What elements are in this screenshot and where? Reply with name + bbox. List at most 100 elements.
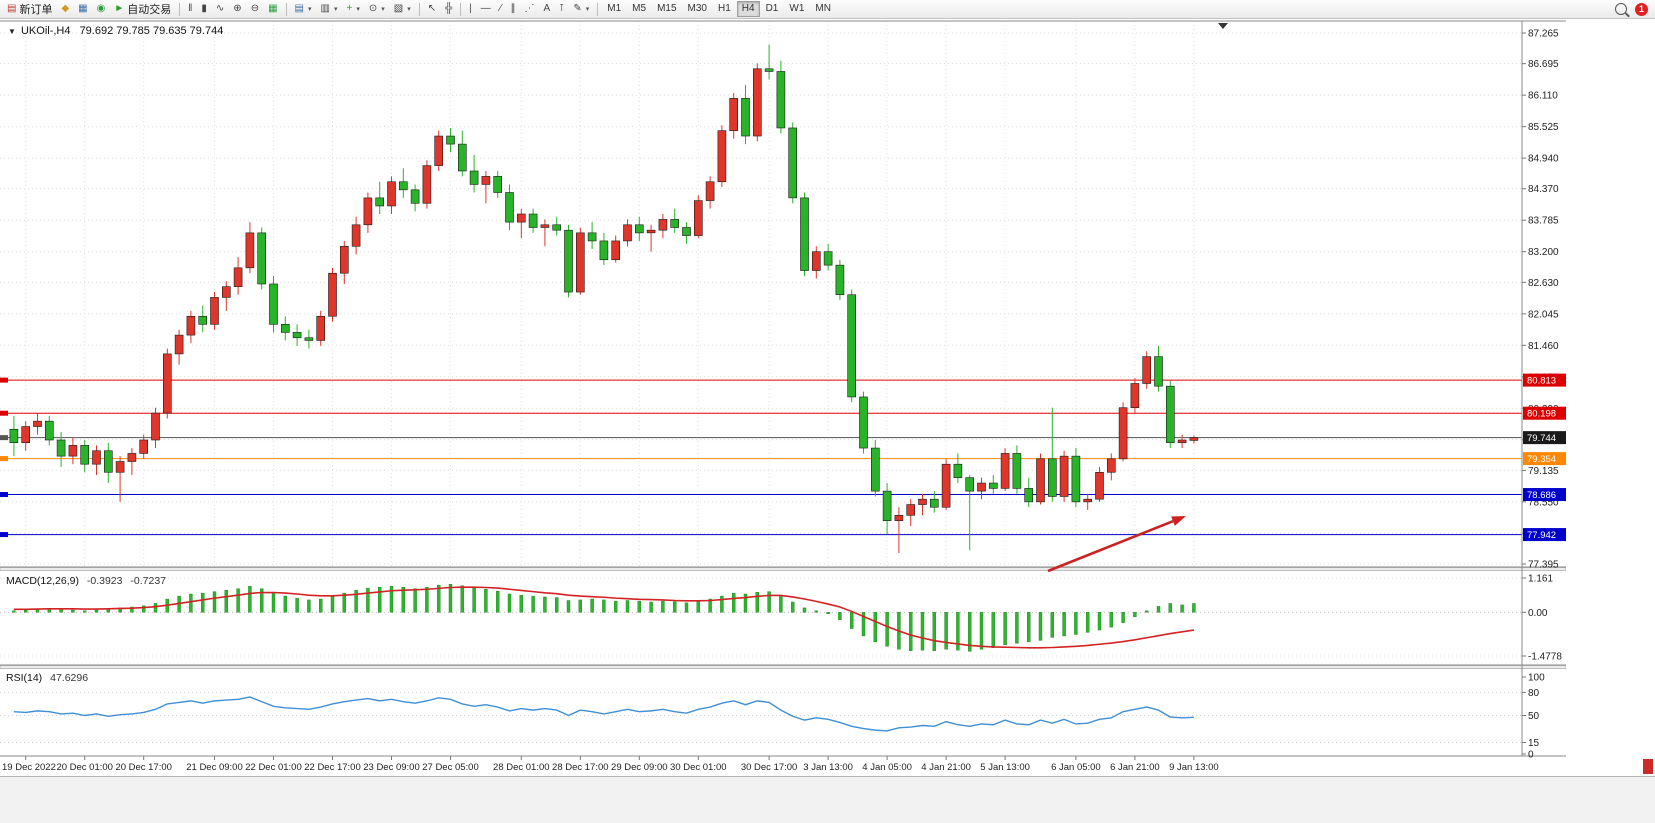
template-icon: ▧ bbox=[393, 3, 404, 14]
arrows-tool-button[interactable]: ✎ ▾ bbox=[569, 1, 593, 17]
template-button[interactable]: ▧ ▾ bbox=[390, 1, 415, 17]
timeframe-mn-button[interactable]: MN bbox=[815, 3, 831, 14]
svg-text:22 Dec 17:00: 22 Dec 17:00 bbox=[304, 762, 361, 773]
toolbar-separator bbox=[179, 2, 181, 16]
horizontal-line-tool-button[interactable]: — bbox=[477, 1, 495, 17]
vertical-line-tool-button[interactable]: | bbox=[465, 1, 476, 17]
svg-text:23 Dec 09:00: 23 Dec 09:00 bbox=[363, 762, 420, 773]
svg-text:80.813: 80.813 bbox=[1527, 376, 1556, 387]
candle-chart-mode-button[interactable]: ▮ bbox=[197, 1, 211, 17]
svg-text:80.198: 80.198 bbox=[1527, 409, 1556, 420]
dropdown-arrow-icon: ▾ bbox=[307, 6, 312, 13]
svg-text:5 Jan 13:00: 5 Jan 13:00 bbox=[980, 762, 1030, 773]
svg-text:78.550: 78.550 bbox=[1528, 497, 1559, 508]
hlines-layer bbox=[0, 377, 1522, 538]
macd-header: MACD(12,26,9) -0.3923 -0.7237 bbox=[6, 575, 166, 587]
chart-profiles-icon: ▥ bbox=[320, 3, 330, 14]
zoom-in-button[interactable]: ⊕ bbox=[229, 1, 245, 17]
price-badges: 80.813 80.198 79.744 79.354 78.686 77.942 bbox=[1523, 373, 1566, 542]
svg-text:82.045: 82.045 bbox=[1528, 309, 1559, 320]
date-axis: 19 Dec 2022 20 Dec 01:00 20 Dec 17:00 21 De… bbox=[2, 756, 1219, 773]
fibonacci-icon: ⋰ bbox=[524, 3, 535, 14]
chart-shift-marker[interactable] bbox=[1218, 23, 1228, 29]
zoom-out-button[interactable]: ⊖ bbox=[247, 1, 263, 17]
macd-main-value: -0.3923 bbox=[86, 575, 123, 587]
strategy-tester-icon: ◉ bbox=[96, 3, 106, 14]
zoom-in-icon: ⊕ bbox=[233, 3, 242, 14]
chart-ohlc-values: 79.692 79.785 79.635 79.744 bbox=[79, 25, 224, 37]
crosshair-icon: ╬ bbox=[445, 3, 453, 14]
timeframe-h1-button[interactable]: H1 bbox=[717, 3, 731, 14]
market-watch-button[interactable]: ◆ bbox=[57, 1, 73, 17]
cursor-tool-button[interactable]: ↖ bbox=[424, 1, 440, 17]
period-menu-button[interactable]: ⊙ ▾ bbox=[365, 1, 389, 17]
rsi-layer bbox=[0, 691, 1522, 743]
autotrading-label: 自动交易 bbox=[127, 4, 172, 16]
toolbar-separator bbox=[418, 2, 420, 16]
svg-text:1.161: 1.161 bbox=[1528, 574, 1553, 585]
svg-text:77.942: 77.942 bbox=[1527, 530, 1556, 541]
data-window-button[interactable]: ▦ bbox=[74, 1, 91, 17]
timeframe-w1-button[interactable]: W1 bbox=[789, 3, 805, 14]
main-toolbar: ▤ 新订单 ◆ ▦ ◉ ► 自动交易 ‖ ▮ ∿ ⊕ ⊖ ▦ ▤ ▾ ▥ ▾ + ▾ … bbox=[0, 0, 1655, 19]
new-order-button[interactable]: ▤ 新订单 bbox=[3, 1, 56, 17]
macd-signal-value: -0.7237 bbox=[130, 575, 167, 587]
svg-text:100: 100 bbox=[1528, 673, 1545, 684]
toolbar-separator bbox=[285, 2, 287, 16]
svg-text:86.110: 86.110 bbox=[1528, 91, 1558, 102]
search-icon[interactable] bbox=[1615, 3, 1627, 15]
vertical-line-icon: | bbox=[469, 3, 472, 14]
svg-text:80: 80 bbox=[1528, 688, 1540, 699]
strategy-tester-button[interactable]: ◉ bbox=[93, 1, 110, 17]
autotrading-button[interactable]: ► 自动交易 bbox=[110, 1, 175, 17]
zoom-out-icon: ⊖ bbox=[250, 3, 260, 14]
candle-chart-icon: ▮ bbox=[201, 3, 207, 14]
svg-text:86.695: 86.695 bbox=[1528, 59, 1559, 70]
chart-profiles-button[interactable]: ▥ ▾ bbox=[317, 1, 342, 17]
tile-windows-icon: ▦ bbox=[268, 3, 278, 14]
svg-text:0: 0 bbox=[1528, 750, 1534, 761]
chart-area: 87.265 86.695 86.110 85.525 84.940 84.370 83.7… bbox=[0, 19, 1655, 823]
svg-text:79.135: 79.135 bbox=[1528, 466, 1559, 477]
pane-divider[interactable] bbox=[0, 665, 1566, 669]
tile-windows-button[interactable]: ▦ bbox=[264, 1, 281, 17]
trendline-tool-button[interactable]: ∕ bbox=[496, 1, 506, 17]
label-tool-button[interactable]: ⊺ bbox=[555, 1, 568, 17]
draw-arrows-icon: ✎ bbox=[573, 3, 582, 14]
timeframe-m15-button[interactable]: M15 bbox=[657, 3, 677, 14]
text-tool-button[interactable]: A bbox=[539, 1, 554, 17]
svg-text:4 Jan 21:00: 4 Jan 21:00 bbox=[921, 762, 971, 773]
notification-badge[interactable]: 1 bbox=[1635, 2, 1648, 16]
chart-header-dropdown-icon[interactable]: ▼ bbox=[8, 27, 16, 36]
svg-text:79.354: 79.354 bbox=[1527, 454, 1556, 465]
svg-text:9 Jan 13:00: 9 Jan 13:00 bbox=[1169, 762, 1219, 773]
svg-text:30 Dec 17:00: 30 Dec 17:00 bbox=[741, 762, 798, 773]
borders-layer bbox=[0, 20, 1566, 757]
pane-divider[interactable] bbox=[0, 567, 1566, 571]
rsi-label: RSI(14) bbox=[6, 672, 43, 684]
timeframe-d1-button[interactable]: D1 bbox=[765, 3, 779, 14]
channel-tool-button[interactable]: ∥ bbox=[506, 1, 519, 17]
market-watch-icon: ◆ bbox=[61, 3, 70, 14]
chart-canvas[interactable]: 87.265 86.695 86.110 85.525 84.940 84.370 83.7… bbox=[0, 19, 1566, 776]
svg-text:85.525: 85.525 bbox=[1528, 122, 1559, 133]
toolbar-separator bbox=[597, 2, 599, 16]
trendline-icon: ∕ bbox=[499, 3, 502, 14]
bar-chart-mode-button[interactable]: ‖ bbox=[184, 1, 196, 17]
add-indicator-button[interactable]: + ▾ bbox=[342, 1, 363, 17]
svg-text:29 Dec 09:00: 29 Dec 09:00 bbox=[611, 762, 668, 773]
timeframe-m30-button[interactable]: M30 bbox=[687, 3, 707, 14]
timeframe-m1-button[interactable]: M1 bbox=[607, 3, 622, 14]
svg-text:83.785: 83.785 bbox=[1528, 216, 1559, 227]
svg-text:21 Dec 09:00: 21 Dec 09:00 bbox=[186, 762, 243, 773]
line-chart-mode-button[interactable]: ∿ bbox=[212, 1, 228, 17]
dropdown-arrow-icon: ▾ bbox=[333, 6, 338, 13]
fibonacci-tool-button[interactable]: ⋰ bbox=[520, 1, 538, 17]
horizontal-line-icon: — bbox=[480, 3, 491, 14]
svg-text:6 Jan 05:00: 6 Jan 05:00 bbox=[1051, 762, 1101, 773]
crosshair-tool-button[interactable]: ╬ bbox=[441, 1, 456, 17]
timeframe-m5-button[interactable]: M5 bbox=[632, 3, 647, 14]
new-chart-button[interactable]: ▤ ▾ bbox=[291, 1, 316, 17]
timeframe-h4-button[interactable]: H4 bbox=[736, 1, 760, 17]
new-order-label: 新订单 bbox=[19, 4, 53, 16]
